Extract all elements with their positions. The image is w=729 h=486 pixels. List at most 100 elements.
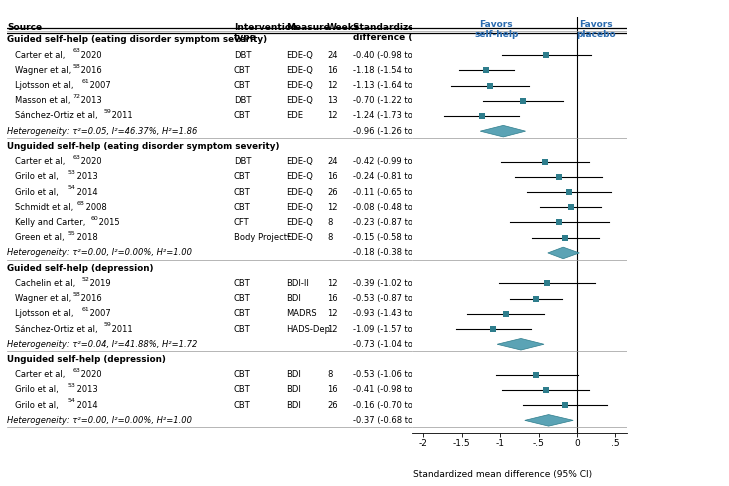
Text: Grilo et al,: Grilo et al, xyxy=(15,173,58,181)
Text: -0.70 (-1.22 to -0.18): -0.70 (-1.22 to -0.18) xyxy=(354,96,440,105)
Text: Carter et al,: Carter et al, xyxy=(15,370,65,379)
Text: BDI: BDI xyxy=(286,385,301,395)
Text: DBT: DBT xyxy=(234,157,252,166)
Text: 2013: 2013 xyxy=(78,96,102,105)
Text: EDE-Q: EDE-Q xyxy=(286,96,313,105)
Text: -1.18 (-1.54 to -0.82): -1.18 (-1.54 to -0.82) xyxy=(354,66,440,75)
Text: Favors
placebo: Favors placebo xyxy=(577,20,616,39)
Text: HADS-Dep: HADS-Dep xyxy=(286,325,330,333)
Text: 16: 16 xyxy=(327,385,338,395)
Text: MADRS: MADRS xyxy=(286,309,317,318)
Text: 58: 58 xyxy=(72,292,80,297)
Text: 12: 12 xyxy=(327,309,338,318)
Text: 12: 12 xyxy=(327,81,338,90)
Text: 58: 58 xyxy=(72,64,80,69)
Text: Sánchez-Ortiz et al,: Sánchez-Ortiz et al, xyxy=(15,111,97,121)
Text: 2014: 2014 xyxy=(74,400,97,410)
Text: Grilo et al,: Grilo et al, xyxy=(15,188,58,196)
Text: 2011: 2011 xyxy=(109,325,133,333)
Text: Wagner et al,: Wagner et al, xyxy=(15,294,71,303)
Text: 52: 52 xyxy=(82,277,89,281)
Text: -0.96 (-1.26 to -0.67): -0.96 (-1.26 to -0.67) xyxy=(354,127,440,136)
Text: 2019: 2019 xyxy=(87,279,111,288)
Text: EDE-Q: EDE-Q xyxy=(286,233,313,242)
Text: 54: 54 xyxy=(68,399,76,403)
Text: 2016: 2016 xyxy=(78,66,102,75)
Text: CFT: CFT xyxy=(234,218,249,227)
Text: Heterogeneity: τ²=0.04, I²=41.88%, H²=1.72: Heterogeneity: τ²=0.04, I²=41.88%, H²=1.… xyxy=(7,340,198,349)
Text: Heterogeneity: τ²=0.00, I²=0.00%, H²=1.00: Heterogeneity: τ²=0.00, I²=0.00%, H²=1.0… xyxy=(7,248,192,258)
Text: Guided self-help (eating disorder symptom severity): Guided self-help (eating disorder sympto… xyxy=(7,35,268,44)
Text: 8: 8 xyxy=(327,218,332,227)
Text: -0.53 (-1.06 to 0.01): -0.53 (-1.06 to 0.01) xyxy=(354,370,437,379)
Text: Schmidt et al,: Schmidt et al, xyxy=(15,203,73,212)
Text: Masson et al,: Masson et al, xyxy=(15,96,70,105)
Text: -0.11 (-0.65 to 0.44): -0.11 (-0.65 to 0.44) xyxy=(354,188,437,196)
Text: -0.18 (-0.38 to 0.03): -0.18 (-0.38 to 0.03) xyxy=(354,248,437,258)
Text: Wagner et al,: Wagner et al, xyxy=(15,66,71,75)
Text: Carter et al,: Carter et al, xyxy=(15,51,65,60)
Text: 16: 16 xyxy=(327,294,338,303)
Text: 12: 12 xyxy=(327,325,338,333)
Text: 2015: 2015 xyxy=(96,218,120,227)
Text: CBT: CBT xyxy=(234,81,251,90)
Text: 2020: 2020 xyxy=(78,157,102,166)
Text: 61: 61 xyxy=(82,307,89,312)
Text: CBT: CBT xyxy=(234,294,251,303)
Text: Unguided self-help (eating disorder symptom severity): Unguided self-help (eating disorder symp… xyxy=(7,142,280,151)
Text: -0.16 (-0.70 to 0.39): -0.16 (-0.70 to 0.39) xyxy=(354,400,437,410)
Polygon shape xyxy=(497,338,544,350)
Text: 60: 60 xyxy=(90,216,98,221)
Polygon shape xyxy=(525,415,573,426)
Text: 2013: 2013 xyxy=(74,385,98,395)
Text: 2007: 2007 xyxy=(87,309,111,318)
Text: 55: 55 xyxy=(68,231,76,236)
Text: 63: 63 xyxy=(72,48,80,53)
Text: Measure: Measure xyxy=(286,23,330,32)
Text: -0.08 (-0.48 to 0.31): -0.08 (-0.48 to 0.31) xyxy=(354,203,437,212)
Text: 26: 26 xyxy=(327,188,338,196)
Text: 53: 53 xyxy=(68,383,76,388)
Text: EDE-Q: EDE-Q xyxy=(286,188,313,196)
Text: EDE-Q: EDE-Q xyxy=(286,81,313,90)
Text: Favors
self-help: Favors self-help xyxy=(474,20,518,39)
Text: Grilo et al,: Grilo et al, xyxy=(15,400,58,410)
Text: Heterogeneity: τ²=0.05, I²=46.37%, H²=1.86: Heterogeneity: τ²=0.05, I²=46.37%, H²=1.… xyxy=(7,127,198,136)
Text: 12: 12 xyxy=(327,111,338,121)
Text: -1.13 (-1.64 to -0.62): -1.13 (-1.64 to -0.62) xyxy=(354,81,440,90)
Text: 2020: 2020 xyxy=(78,370,102,379)
Polygon shape xyxy=(547,247,580,259)
Text: BDI-II: BDI-II xyxy=(286,279,309,288)
Text: Source: Source xyxy=(7,23,42,32)
Text: Green et al,: Green et al, xyxy=(15,233,64,242)
Text: -0.39 (-1.02 to 0.24): -0.39 (-1.02 to 0.24) xyxy=(354,279,437,288)
Text: 68: 68 xyxy=(77,201,85,206)
Text: 72: 72 xyxy=(72,94,80,99)
Text: 2011: 2011 xyxy=(109,111,133,121)
Text: Guided self-help (depression): Guided self-help (depression) xyxy=(7,263,154,273)
Text: 2008: 2008 xyxy=(82,203,106,212)
Text: 2013: 2013 xyxy=(74,173,98,181)
Text: 53: 53 xyxy=(68,170,76,175)
Text: CBT: CBT xyxy=(234,279,251,288)
Text: -0.15 (-0.58 to 0.29): -0.15 (-0.58 to 0.29) xyxy=(354,233,437,242)
Text: CBT: CBT xyxy=(234,188,251,196)
Text: 2018: 2018 xyxy=(74,233,98,242)
Text: -0.24 (-0.81 to 0.33): -0.24 (-0.81 to 0.33) xyxy=(354,173,437,181)
Text: -0.93 (-1.43 to -0.43): -0.93 (-1.43 to -0.43) xyxy=(354,309,440,318)
Text: Weeks: Weeks xyxy=(327,23,360,32)
Text: BDI: BDI xyxy=(286,294,301,303)
Text: Grilo et al,: Grilo et al, xyxy=(15,385,58,395)
Text: -0.53 (-0.87 to -0.19): -0.53 (-0.87 to -0.19) xyxy=(354,294,440,303)
Text: 12: 12 xyxy=(327,279,338,288)
Text: EDE: EDE xyxy=(286,111,303,121)
Text: -0.23 (-0.87 to 0.41): -0.23 (-0.87 to 0.41) xyxy=(354,218,437,227)
Text: Ljotsson et al,: Ljotsson et al, xyxy=(15,309,73,318)
Text: Heterogeneity: τ²=0.00, I²=0.00%, H²=1.00: Heterogeneity: τ²=0.00, I²=0.00%, H²=1.0… xyxy=(7,416,192,425)
Text: Ljotsson et al,: Ljotsson et al, xyxy=(15,81,73,90)
Text: EDE-Q: EDE-Q xyxy=(286,157,313,166)
Text: -0.73 (-1.04 to -0.43): -0.73 (-1.04 to -0.43) xyxy=(354,340,440,349)
Text: 2007: 2007 xyxy=(87,81,111,90)
Text: BDI: BDI xyxy=(286,370,301,379)
Text: Intervention
type: Intervention type xyxy=(234,23,297,42)
